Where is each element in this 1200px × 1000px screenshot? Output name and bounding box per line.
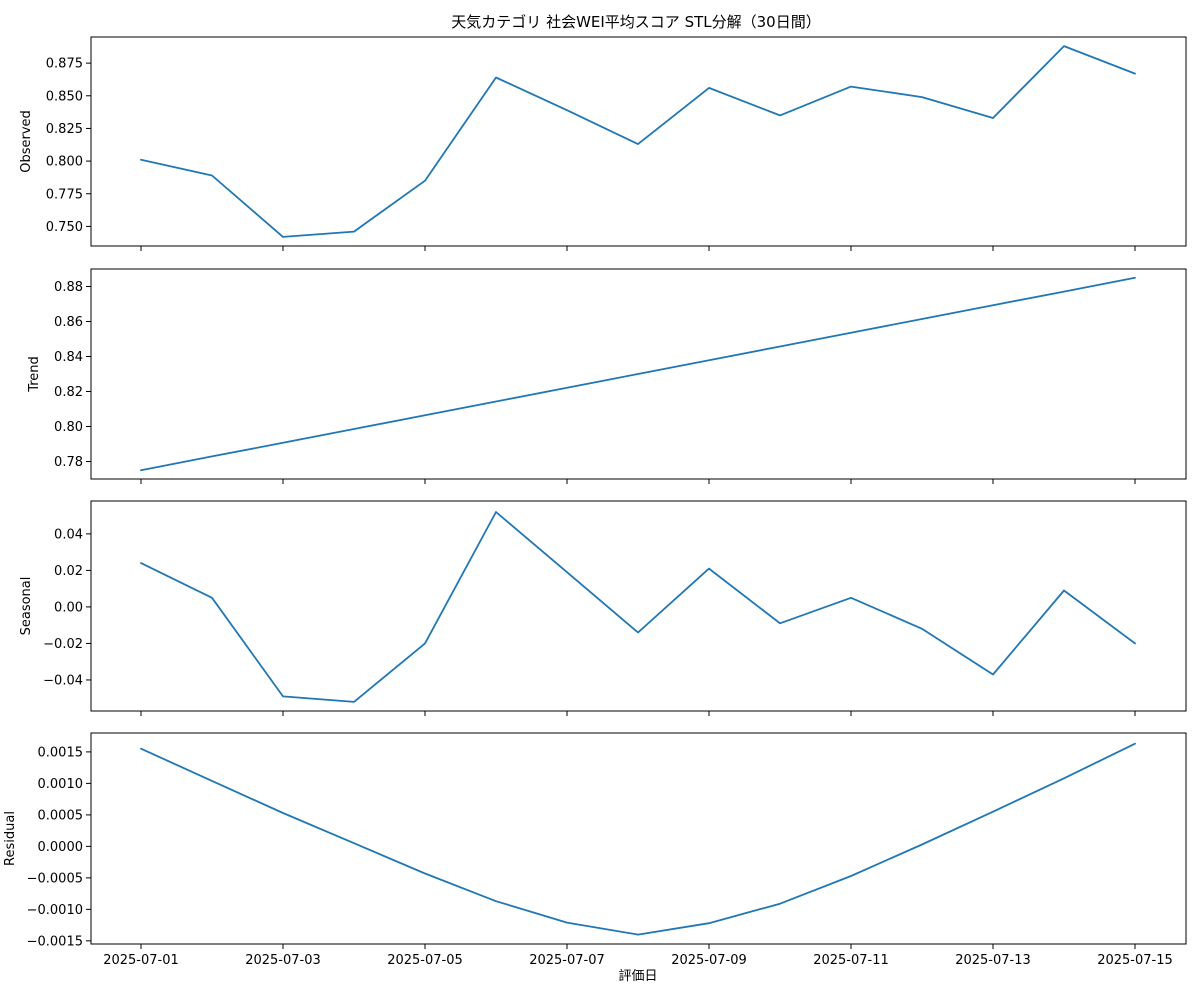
series-line-residual bbox=[140, 742, 1136, 936]
y-tick-label: 0.750 bbox=[46, 220, 83, 235]
y-tick-label: −0.04 bbox=[43, 673, 83, 688]
series-line-trend bbox=[140, 276, 1136, 472]
y-axis-label: Observed bbox=[19, 110, 34, 173]
y-tick-label: 0.800 bbox=[46, 155, 83, 170]
y-axis-label: Residual bbox=[3, 811, 18, 866]
panel-frame bbox=[90, 500, 1187, 712]
y-tick-label: 0.78 bbox=[54, 455, 83, 470]
panel-frame bbox=[90, 268, 1187, 480]
x-tick-label: 2025-07-15 bbox=[1097, 953, 1173, 968]
y-tick-label: −0.02 bbox=[43, 637, 83, 652]
y-tick-label: 0.0005 bbox=[38, 808, 84, 823]
x-tick-label: 2025-07-07 bbox=[529, 953, 605, 968]
series-line-observed bbox=[140, 45, 1136, 238]
y-tick-label: 0.00 bbox=[54, 600, 83, 615]
y-tick-label: −0.0015 bbox=[27, 934, 83, 949]
y-tick-label: 0.02 bbox=[54, 564, 83, 579]
y-tick-label: 0.0015 bbox=[38, 745, 84, 760]
series-line-seasonal bbox=[140, 511, 1136, 703]
y-tick-label: 0.82 bbox=[54, 385, 83, 400]
panel-observed: 0.750 0.775 0.800 0.825 0.850 0.875 Observed bbox=[19, 36, 1187, 251]
y-tick-label: 0.80 bbox=[54, 420, 83, 435]
chart-title: 天気カテゴリ 社会WEI平均スコア STL分解（30日間） bbox=[451, 13, 820, 31]
y-tick-label: −0.0010 bbox=[27, 903, 83, 918]
x-tick-label: 2025-07-03 bbox=[245, 953, 321, 968]
y-tick-label: −0.0005 bbox=[27, 871, 83, 886]
y-tick-label: 0.825 bbox=[46, 122, 83, 137]
y-tick-label: 0.0010 bbox=[38, 777, 84, 792]
x-tick-label: 2025-07-11 bbox=[813, 953, 889, 968]
y-tick-label: 0.775 bbox=[46, 187, 83, 202]
y-tick-label: 0.850 bbox=[46, 89, 83, 104]
panel-trend: 0.78 0.80 0.82 0.84 0.86 0.88 Trend bbox=[27, 268, 1187, 484]
y-axis-label: Seasonal bbox=[19, 577, 34, 636]
y-axis-label: Trend bbox=[27, 356, 42, 393]
x-tick-label: 2025-07-09 bbox=[671, 953, 747, 968]
panel-frame bbox=[90, 36, 1187, 247]
x-tick-label: 2025-07-05 bbox=[387, 953, 463, 968]
panels-group: 0.7500.7750.8000.8250.8500.875Observed0.… bbox=[3, 36, 1187, 968]
panel-residual: −0.0015 −0.0010 −0.0005 0.0000 0.0005 0.0010 0… bbox=[3, 732, 1187, 968]
y-tick-label: 0.0000 bbox=[38, 840, 84, 855]
panel-frame bbox=[90, 732, 1187, 945]
y-tick-label: 0.84 bbox=[54, 350, 83, 365]
panel-seasonal: −0.04 −0.02 0.00 0.02 0.04 Seasonal bbox=[19, 500, 1187, 716]
x-axis-label: 評価日 bbox=[618, 969, 657, 984]
y-tick-label: 0.88 bbox=[54, 280, 83, 295]
y-tick-label: 0.04 bbox=[54, 527, 83, 542]
y-tick-label: 0.875 bbox=[46, 57, 83, 72]
x-tick-label: 2025-07-13 bbox=[955, 953, 1031, 968]
y-tick-label: 0.86 bbox=[54, 315, 83, 330]
x-tick-label: 2025-07-01 bbox=[103, 953, 179, 968]
